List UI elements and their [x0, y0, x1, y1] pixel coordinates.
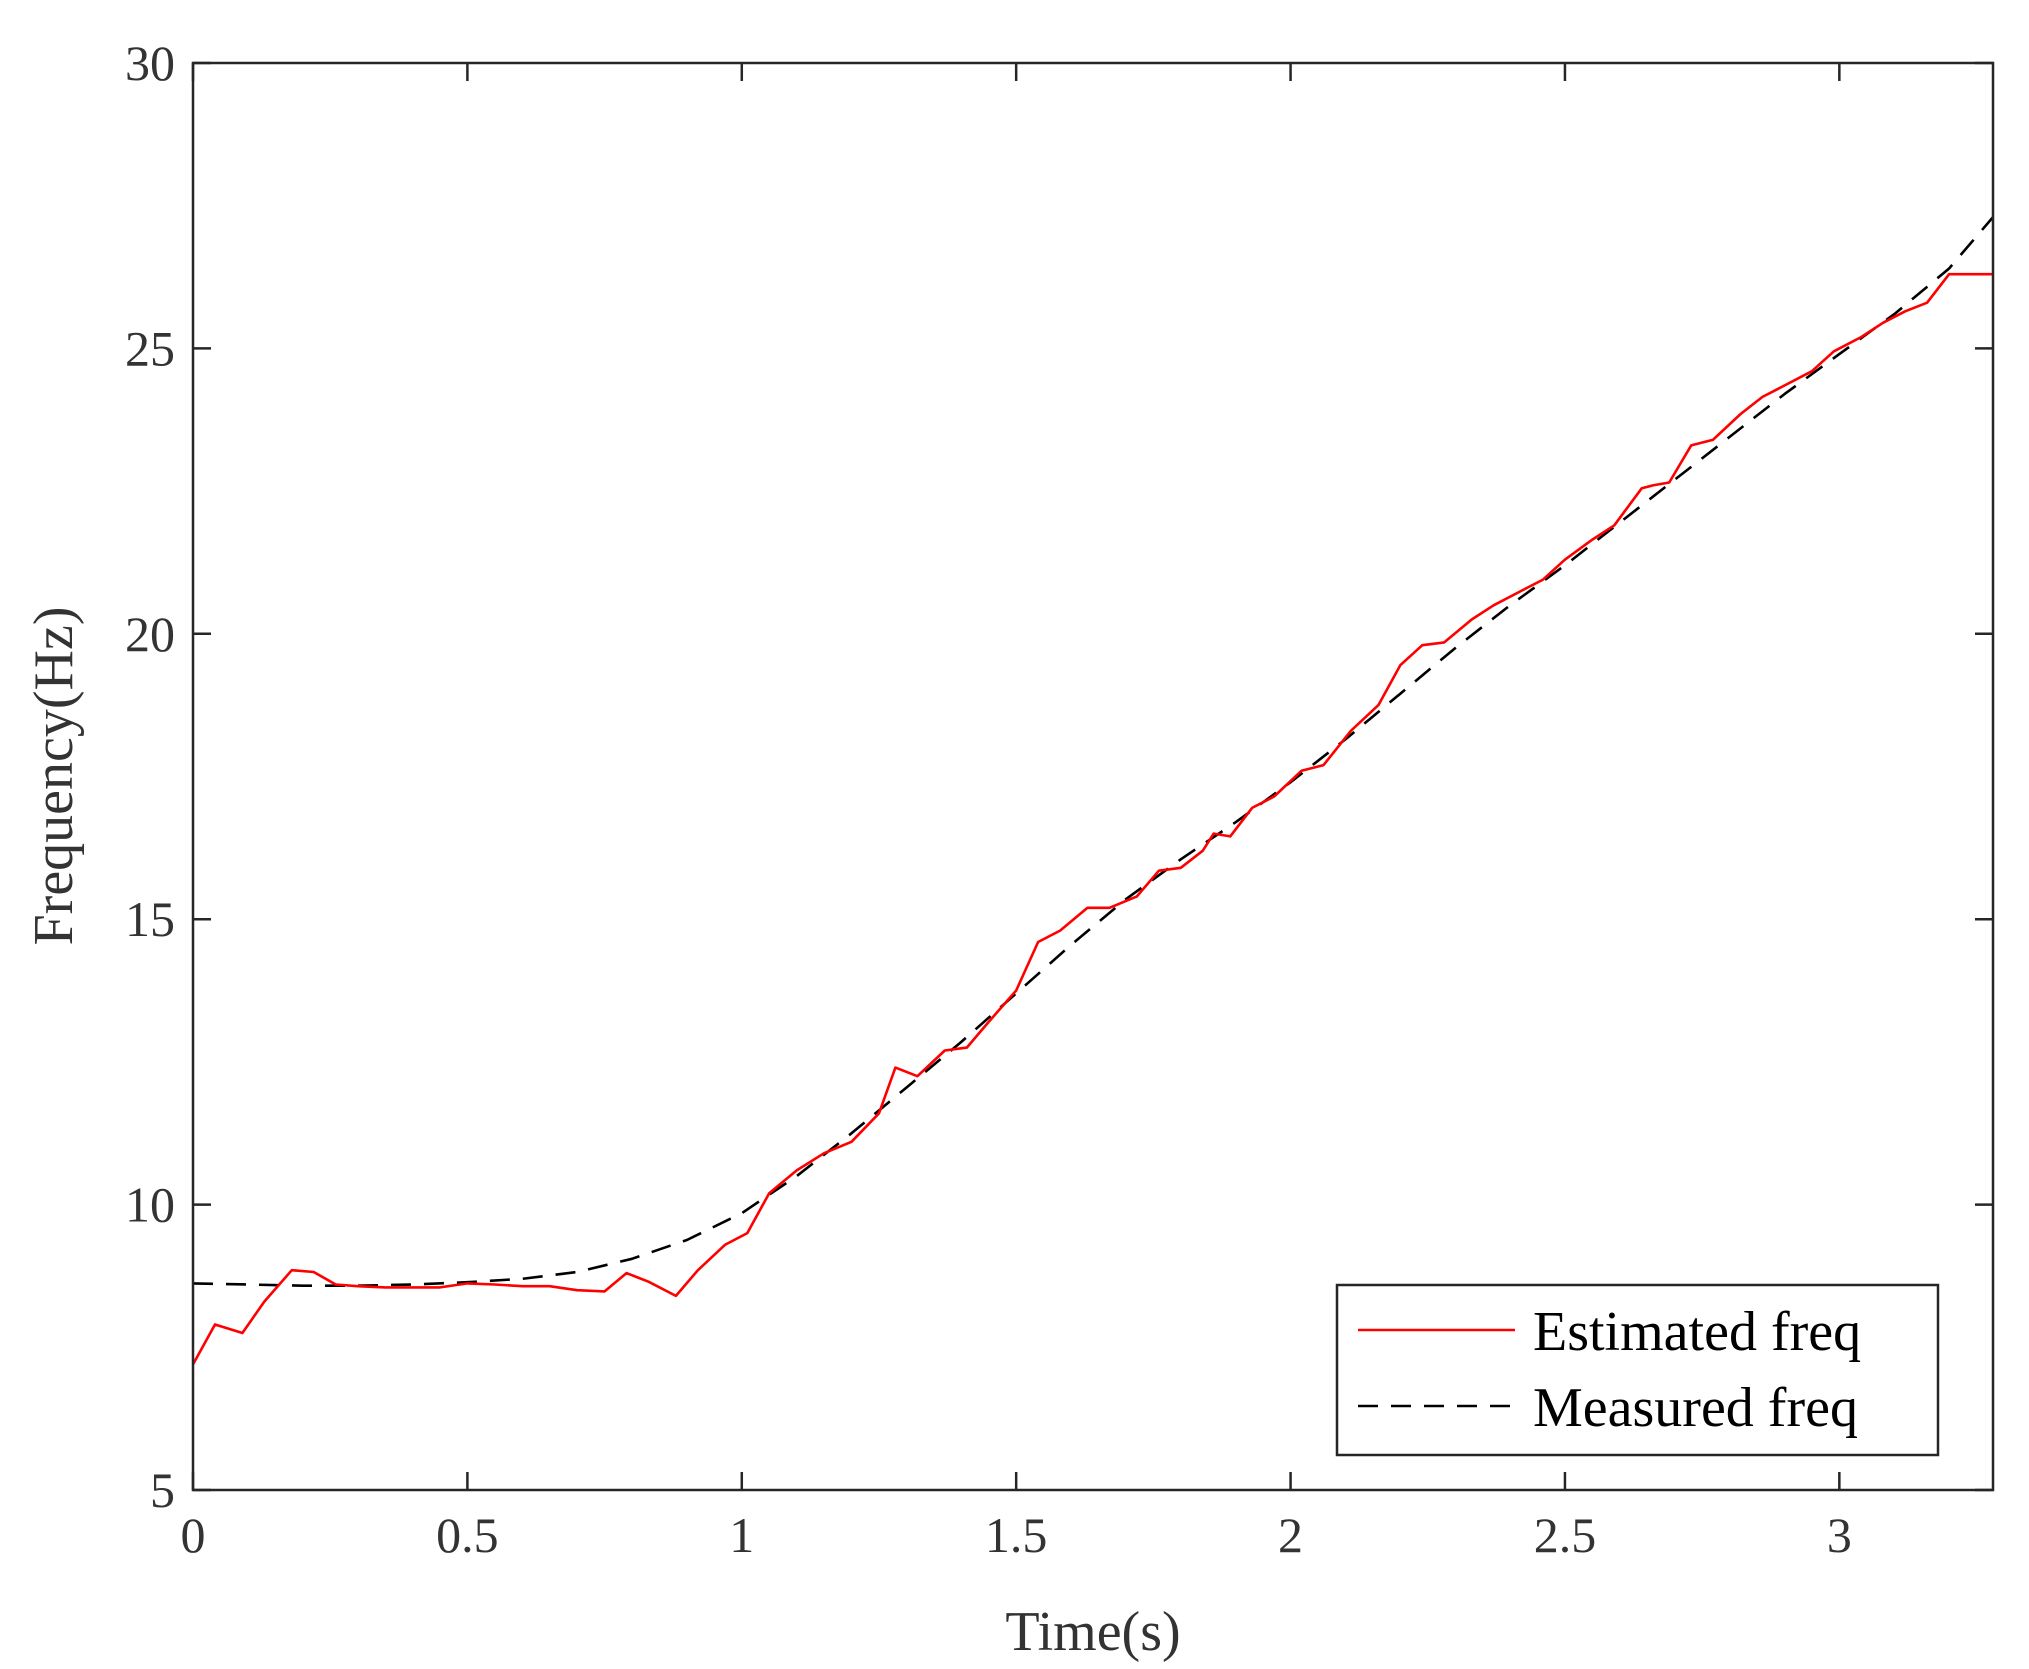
tick-labels: 0 0.5 1 1.5 2 2.5 3 5 10 15 20 25 30 [125, 35, 1852, 1563]
y-axis-label: Frequency(Hz) [23, 607, 85, 946]
x-tick-label: 2 [1278, 1507, 1303, 1563]
series-line-estimated [193, 272, 1993, 1366]
x-tick-label: 1 [729, 1507, 754, 1563]
y-tick-label: 15 [125, 891, 175, 947]
series-line-measured [193, 216, 1993, 1287]
x-tick-label: 0.5 [436, 1507, 499, 1563]
x-tick-label: 1.5 [985, 1507, 1048, 1563]
plot-frame [191, 61, 1995, 1492]
legend-box [1335, 1283, 1940, 1457]
legend-label-estimated: Estimated freq [1533, 1301, 1861, 1363]
y-tick-label: 5 [150, 1462, 175, 1518]
y-tick-label: 20 [125, 606, 175, 662]
x-axis-label: Time(s) [1005, 1601, 1180, 1663]
legend: Estimated freq Measured freq [1335, 1283, 1940, 1457]
y-tick-label: 25 [125, 320, 175, 376]
legend-label-measured: Measured freq [1533, 1377, 1858, 1439]
y-tick-label: 30 [125, 35, 175, 91]
x-tick-label: 0 [181, 1507, 206, 1563]
x-tick-label: 3 [1827, 1507, 1852, 1563]
y-tick-label: 10 [125, 1177, 175, 1233]
x-tick-label: 2.5 [1534, 1507, 1597, 1563]
series-layer [193, 216, 1993, 1366]
